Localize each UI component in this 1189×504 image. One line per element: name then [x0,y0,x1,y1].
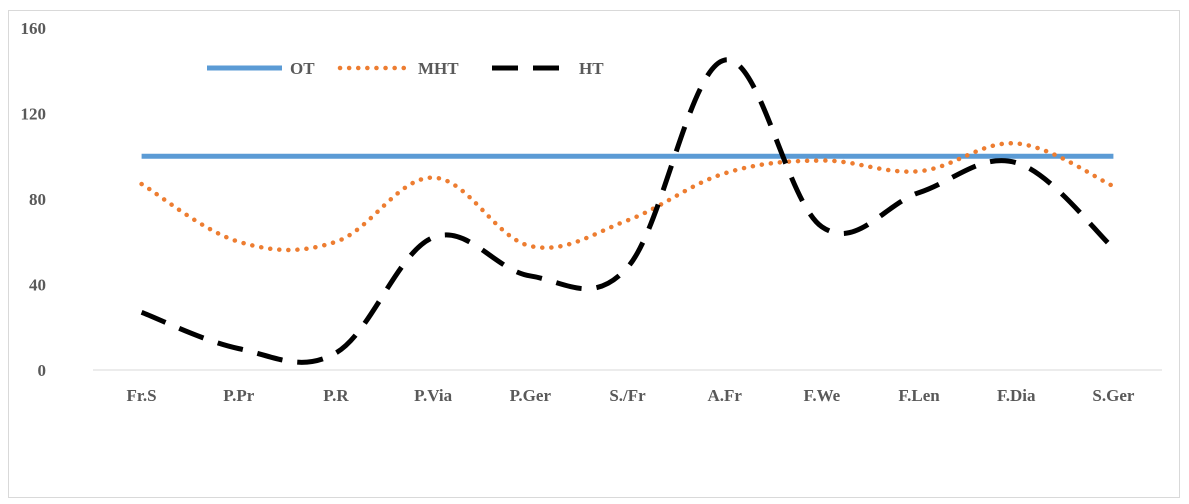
x-tick-label: P.Pr [223,386,254,405]
y-tick-label: 120 [21,105,47,124]
chart-frame [8,10,1180,498]
x-tick-label: P.Via [414,386,452,405]
x-tick-label: S.Ger [1092,386,1134,405]
y-tick-labels: 0 40 80 120 160 [21,19,47,380]
legend: OT MHT HT [207,59,604,78]
x-tick-label: P.R [323,386,349,405]
legend-label-ot: OT [290,59,315,78]
y-tick-label: 160 [21,19,47,38]
legend-label-mht: MHT [418,59,459,78]
x-tick-labels: Fr.S P.Pr P.R P.Via P.Ger S./Fr A.Fr F.We F.Len F… [127,386,1135,405]
series-line-mht [139,141,1116,253]
y-tick-label: 0 [38,361,47,380]
y-tick-label: 80 [29,190,46,209]
legend-label-ht: HT [579,59,604,78]
x-tick-label: F.Len [898,386,940,405]
x-tick-label: A.Fr [707,386,742,405]
x-tick-label: F.Dia [997,386,1036,405]
x-tick-label: P.Ger [510,386,552,405]
x-tick-label: F.We [804,386,841,405]
x-tick-label: Fr.S [127,386,157,405]
series-line-ht [140,57,1116,365]
series-lines [139,57,1116,365]
x-tick-label: S./Fr [609,386,646,405]
y-tick-label: 40 [29,276,46,295]
